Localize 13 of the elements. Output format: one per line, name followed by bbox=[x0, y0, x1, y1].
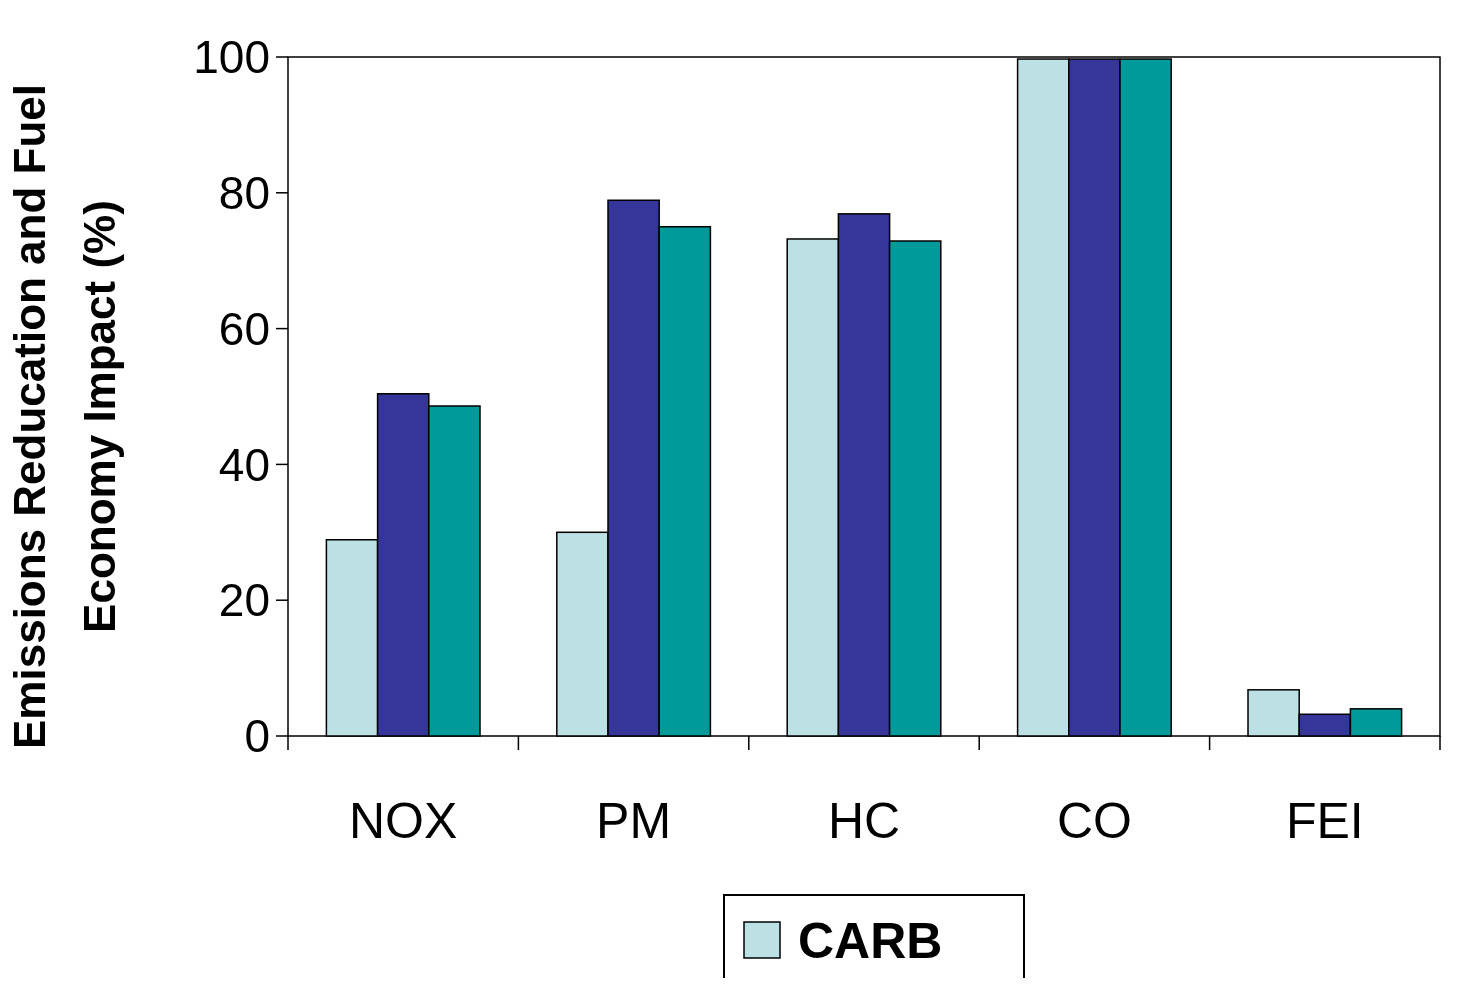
x-tick-label: NOX bbox=[349, 793, 458, 849]
x-tick-label: FEI bbox=[1285, 793, 1364, 849]
legend-label: CARB bbox=[798, 912, 943, 969]
x-tick-label: HC bbox=[827, 793, 901, 849]
y-axis-title: Emissions Reducation and Fuel Economy Impact (%) bbox=[5, 83, 124, 750]
y-tick-label: 20 bbox=[218, 574, 270, 627]
y-tick-label: 100 bbox=[193, 31, 270, 84]
x-tick-label: CO bbox=[1056, 793, 1132, 849]
y-tick-label: 40 bbox=[218, 438, 270, 491]
x-tick-label: PM bbox=[596, 793, 672, 849]
y-tick-label: 80 bbox=[218, 166, 270, 219]
y-tick-label: 60 bbox=[218, 302, 270, 355]
y-tick-label: 0 bbox=[244, 710, 270, 763]
